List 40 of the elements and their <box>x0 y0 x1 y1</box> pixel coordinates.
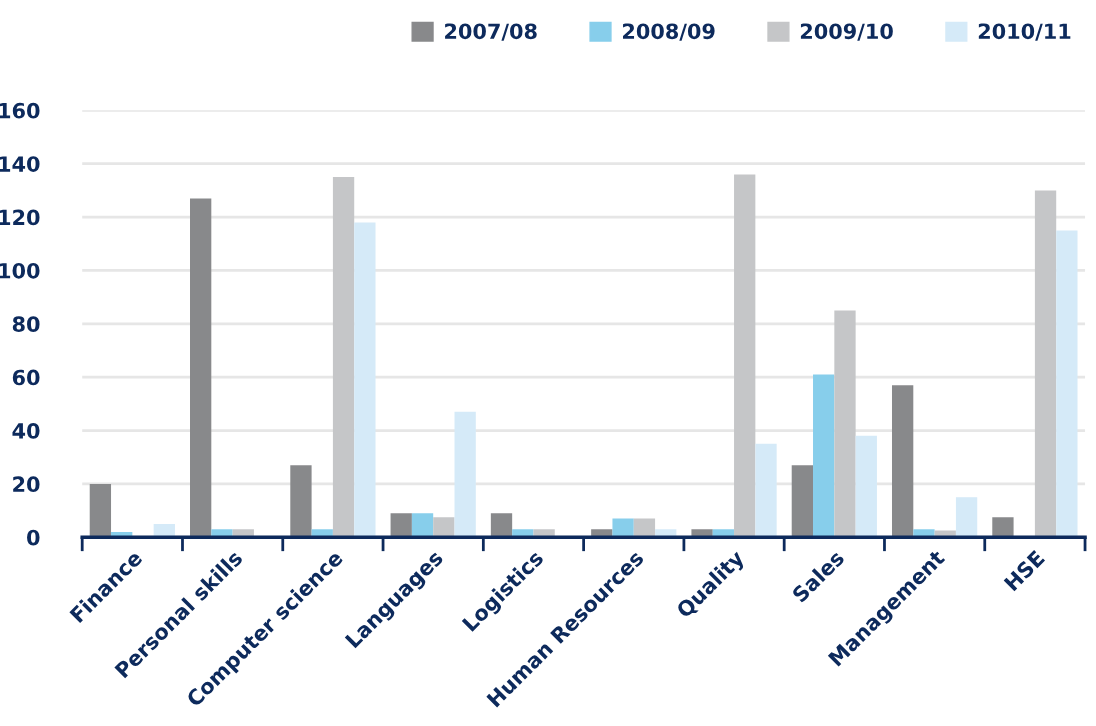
bar <box>411 513 434 538</box>
bar <box>390 513 412 538</box>
bar <box>89 483 112 538</box>
bar <box>1034 190 1057 538</box>
bar <box>190 198 212 538</box>
legend-label: 2010/11 <box>978 23 1071 41</box>
bar <box>612 518 634 538</box>
bar <box>913 529 935 538</box>
bar <box>791 465 814 538</box>
bar <box>813 374 835 538</box>
bar <box>332 177 355 538</box>
y-tick-label: 140 <box>0 156 40 172</box>
bar <box>1056 230 1078 538</box>
bar <box>755 443 777 538</box>
bar <box>992 517 1014 538</box>
y-tick-label: 60 <box>12 369 40 386</box>
bar <box>691 529 713 538</box>
y-tick-label: 80 <box>12 316 40 333</box>
legend-label: 2008/09 <box>623 23 715 41</box>
y-tick-label: 120 <box>0 209 40 226</box>
bar <box>955 497 978 538</box>
y-tick-label: 0 <box>27 529 40 546</box>
bar <box>454 411 476 538</box>
bar <box>633 518 656 538</box>
bar <box>834 310 856 538</box>
y-tick-label: 100 <box>0 262 40 279</box>
bar <box>734 174 756 538</box>
y-tick-label: 40 <box>12 422 40 439</box>
bar <box>533 529 555 538</box>
bar <box>290 465 312 538</box>
bar <box>891 385 914 538</box>
bar <box>433 517 455 538</box>
bar <box>211 529 233 538</box>
bar <box>490 513 513 538</box>
legend-label: 2009/10 <box>800 23 893 41</box>
bar <box>855 435 877 538</box>
y-tick-label: 160 <box>0 102 40 119</box>
y-tick-label: 20 <box>13 476 40 493</box>
legend-label: 2007/08 <box>445 23 537 41</box>
bar <box>354 222 376 538</box>
